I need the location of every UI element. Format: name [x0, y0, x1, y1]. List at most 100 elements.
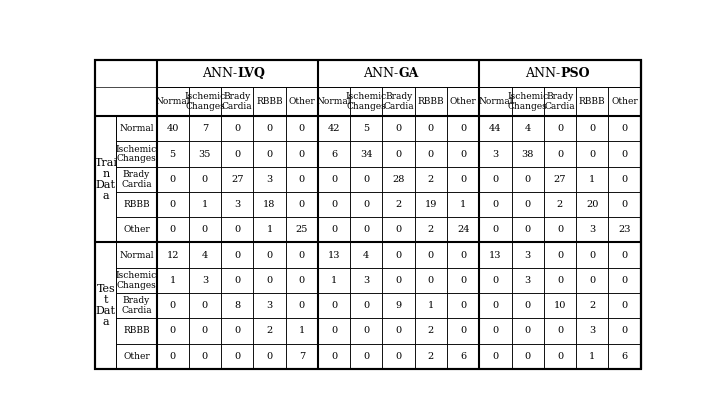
Bar	[511, 242, 544, 268]
Bar	[350, 293, 383, 318]
Text: 23: 23	[618, 225, 630, 234]
Bar	[95, 242, 116, 369]
Text: 0: 0	[525, 175, 531, 184]
Bar	[608, 318, 640, 344]
Text: 0: 0	[299, 150, 305, 158]
Text: 0: 0	[331, 175, 337, 184]
Bar	[253, 344, 286, 369]
Text: Ischemic
Changes: Ischemic Changes	[116, 145, 157, 163]
Bar	[480, 87, 511, 116]
Text: 12: 12	[167, 251, 179, 260]
Text: 3: 3	[234, 200, 241, 209]
Text: 0: 0	[460, 124, 466, 133]
Text: 9: 9	[396, 301, 401, 310]
Text: 5: 5	[363, 124, 369, 133]
Bar	[189, 192, 221, 217]
Bar	[116, 217, 157, 242]
Bar	[544, 268, 576, 293]
Bar	[318, 217, 350, 242]
Bar	[544, 318, 576, 344]
Text: 0: 0	[460, 326, 466, 335]
Text: 0: 0	[266, 352, 273, 361]
Bar	[447, 242, 480, 268]
Bar	[511, 192, 544, 217]
Text: Other: Other	[611, 97, 638, 106]
Text: 7: 7	[299, 352, 305, 361]
Bar	[253, 167, 286, 192]
Bar	[286, 268, 318, 293]
Text: 1: 1	[299, 326, 305, 335]
Text: RBBB: RBBB	[418, 97, 444, 106]
Text: Ischemic
Changes: Ischemic Changes	[185, 92, 225, 111]
Bar	[221, 242, 253, 268]
Bar	[286, 242, 318, 268]
Bar	[253, 217, 286, 242]
Bar	[480, 141, 511, 167]
Text: 0: 0	[299, 301, 305, 310]
Bar	[157, 87, 189, 116]
Bar	[286, 87, 318, 116]
Bar	[383, 116, 415, 141]
Text: 0: 0	[331, 352, 337, 361]
Bar	[447, 268, 480, 293]
Text: 20: 20	[586, 200, 598, 209]
Bar	[415, 167, 447, 192]
Text: ANN-: ANN-	[363, 67, 398, 80]
Bar	[544, 87, 576, 116]
Bar	[447, 141, 480, 167]
Text: 27: 27	[231, 175, 243, 184]
Text: 0: 0	[622, 200, 628, 209]
Text: 0: 0	[396, 225, 401, 234]
Text: 27: 27	[554, 175, 567, 184]
Bar	[608, 217, 640, 242]
Text: 0: 0	[363, 225, 369, 234]
Text: Trai
n
Dat
a: Trai n Dat a	[94, 158, 117, 201]
Text: 0: 0	[460, 175, 466, 184]
Bar	[253, 268, 286, 293]
Bar	[383, 167, 415, 192]
Text: Other: Other	[123, 352, 150, 361]
Bar	[383, 268, 415, 293]
Bar	[447, 87, 480, 116]
Text: Ischemic
Changes: Ischemic Changes	[507, 92, 549, 111]
Text: 0: 0	[363, 175, 369, 184]
Text: 6: 6	[460, 352, 466, 361]
Text: 2: 2	[428, 175, 434, 184]
Bar	[189, 293, 221, 318]
Bar	[157, 242, 189, 268]
Bar	[157, 141, 189, 167]
Text: 0: 0	[331, 301, 337, 310]
Bar	[608, 192, 640, 217]
Bar	[253, 87, 286, 116]
Text: 0: 0	[363, 200, 369, 209]
Text: 0: 0	[428, 150, 434, 158]
Bar	[189, 141, 221, 167]
Bar	[189, 318, 221, 344]
Text: 0: 0	[299, 276, 305, 285]
Text: 0: 0	[169, 175, 176, 184]
Bar	[253, 141, 286, 167]
Text: 25: 25	[296, 225, 308, 234]
Text: 2: 2	[266, 326, 273, 335]
Bar	[383, 293, 415, 318]
Bar	[480, 318, 511, 344]
Bar	[318, 192, 350, 217]
Text: 0: 0	[557, 352, 563, 361]
Bar	[511, 116, 544, 141]
Text: 3: 3	[525, 251, 531, 260]
Bar	[221, 344, 253, 369]
Bar	[511, 141, 544, 167]
Bar	[576, 167, 608, 192]
Bar	[511, 217, 544, 242]
Text: 0: 0	[557, 251, 563, 260]
Bar	[544, 242, 576, 268]
Bar	[608, 116, 640, 141]
Text: 0: 0	[299, 124, 305, 133]
Bar	[480, 116, 511, 141]
Text: 6: 6	[622, 352, 628, 361]
Text: ANN-: ANN-	[525, 67, 560, 80]
Text: Normal: Normal	[317, 97, 351, 106]
Bar	[383, 141, 415, 167]
Text: 0: 0	[363, 301, 369, 310]
Text: 0: 0	[460, 251, 466, 260]
